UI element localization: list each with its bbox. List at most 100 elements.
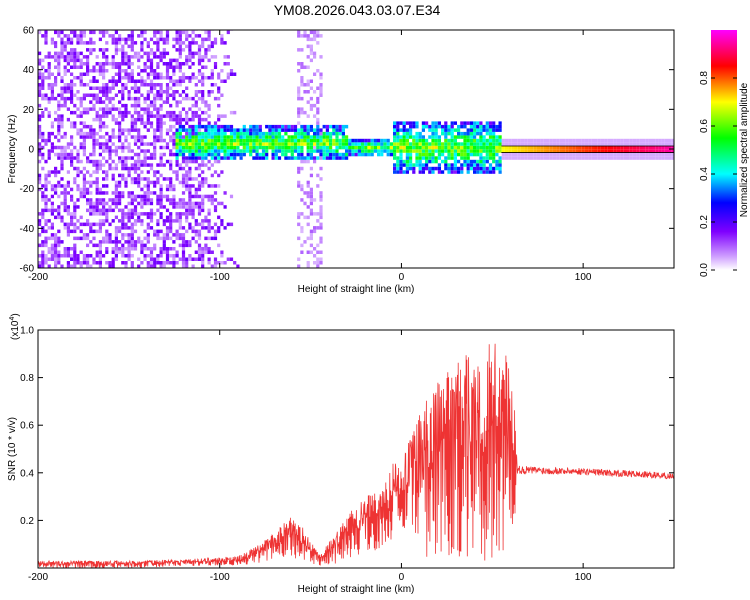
heatmap-cell — [300, 62, 304, 66]
heatmap-cell — [70, 149, 74, 153]
heatmap-cell — [191, 110, 195, 115]
heatmap-cell — [476, 166, 480, 171]
heatmap-cell — [181, 145, 186, 150]
heatmap-cell — [492, 149, 496, 153]
heatmap-cell — [623, 156, 627, 160]
heatmap-cell — [354, 145, 358, 150]
heatmap-cell — [217, 261, 221, 265]
heatmap-cell — [146, 187, 150, 192]
heatmap-cell — [124, 166, 128, 171]
heatmap-cell — [319, 191, 323, 195]
heatmap-cell — [92, 30, 96, 35]
heatmap-cell — [197, 180, 202, 185]
heatmap-cell — [412, 124, 416, 129]
heatmap-cell — [396, 135, 400, 139]
heatmap-cell — [165, 83, 170, 87]
heatmap-cell — [409, 149, 413, 153]
heatmap-cell — [210, 163, 214, 167]
heatmap-cell — [130, 117, 134, 122]
heatmap-cell — [297, 156, 301, 160]
heatmap-cell — [217, 226, 221, 230]
heatmap-cell — [341, 135, 345, 139]
heatmap-cell — [149, 51, 154, 56]
heatmap-cell — [201, 208, 205, 213]
heatmap-cell — [82, 173, 86, 178]
heatmap-cell — [549, 142, 553, 146]
heatmap-cell — [114, 236, 118, 241]
heatmap-cell — [105, 138, 109, 143]
heatmap-cell — [165, 250, 170, 254]
heatmap-cell — [149, 257, 154, 261]
heatmap-cell — [76, 159, 80, 164]
heatmap-cell — [258, 124, 262, 129]
heatmap-cell — [217, 152, 221, 157]
heatmap-cell — [121, 69, 125, 73]
heatmap-cell — [73, 166, 77, 171]
heatmap-cell — [191, 152, 195, 157]
heatmap-cell — [201, 58, 205, 63]
heatmap-cell — [169, 117, 173, 122]
heatmap-cell — [223, 149, 227, 153]
heatmap-cell — [201, 65, 205, 69]
heatmap-cell — [159, 194, 163, 199]
heatmap-cell — [89, 107, 93, 111]
heatmap-cell — [140, 222, 144, 227]
heatmap-cell — [47, 62, 51, 66]
heatmap-cell — [54, 254, 58, 258]
heatmap-cell — [309, 51, 313, 56]
heatmap-cell — [102, 135, 106, 139]
heatmap-cell — [140, 247, 144, 251]
heatmap-cell — [322, 138, 326, 143]
heatmap-cell — [201, 205, 205, 209]
heatmap-cell — [63, 156, 67, 160]
heatmap-cell — [118, 34, 122, 38]
heatmap-cell — [66, 254, 70, 258]
heatmap-cell — [54, 117, 58, 122]
heatmap-cell — [178, 83, 182, 87]
heatmap-cell — [457, 152, 461, 157]
heatmap-cell — [60, 93, 64, 97]
heatmap-cell — [70, 219, 74, 223]
heatmap-cell — [95, 159, 99, 164]
heatmap-cell — [249, 149, 253, 153]
heatmap-cell — [277, 131, 282, 136]
heatmap-cell — [47, 138, 51, 143]
heatmap-cell — [105, 159, 109, 164]
heatmap-cell — [108, 240, 112, 244]
heatmap-cell — [185, 110, 189, 115]
heatmap-cell — [50, 72, 54, 76]
heatmap-cell — [146, 236, 150, 241]
heatmap-cell — [86, 48, 90, 52]
heatmap-cell — [149, 83, 154, 87]
heatmap-cell — [137, 219, 141, 223]
heatmap-cell — [300, 159, 304, 164]
heatmap-cell — [105, 240, 109, 244]
heatmap-cell — [313, 156, 317, 160]
heatmap-cell — [130, 103, 134, 108]
heatmap-cell — [153, 229, 157, 234]
heatmap-cell — [146, 142, 150, 146]
heatmap-cell — [54, 76, 58, 80]
heatmap-cell — [86, 69, 90, 73]
heatmap-cell — [127, 149, 131, 153]
heatmap-cell — [457, 159, 461, 164]
heatmap-cell — [274, 128, 278, 132]
heatmap-cell — [98, 250, 102, 254]
heatmap-cell — [178, 163, 182, 167]
heatmap-cell — [223, 145, 227, 150]
heatmap-cell — [98, 166, 102, 171]
heatmap-cell — [54, 173, 58, 178]
heatmap-cell — [335, 156, 339, 160]
heatmap-cell — [300, 131, 304, 136]
heatmap-cell — [44, 194, 48, 199]
heatmap-cell — [185, 177, 189, 181]
heatmap-cell — [201, 152, 205, 157]
heatmap-cell — [165, 208, 170, 213]
heatmap-cell — [165, 37, 170, 42]
heatmap-cell — [319, 152, 323, 157]
heatmap-cell — [130, 177, 134, 181]
heatmap-cell — [137, 201, 141, 206]
heatmap-cell — [98, 142, 102, 146]
heatmap-cell — [306, 114, 310, 118]
heatmap-cell — [648, 156, 653, 160]
